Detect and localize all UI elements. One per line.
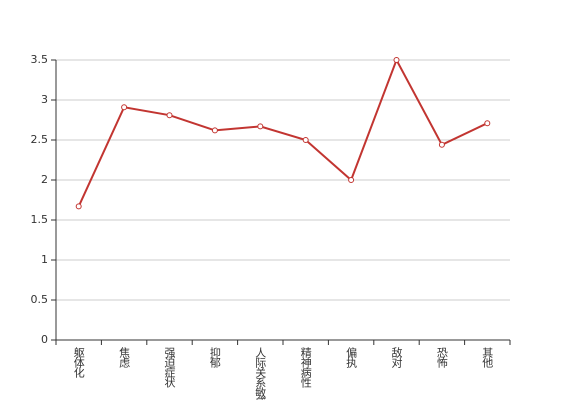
point: [257, 123, 264, 130]
x-tick-label: 焦虑: [118, 347, 131, 368]
point: [302, 137, 309, 143]
x-tick-label: 人际关系敏感: [254, 347, 267, 400]
point: [348, 177, 355, 183]
y-tick-label: 0.5: [31, 293, 49, 306]
y-tick-label: 2: [41, 173, 48, 186]
point: [166, 112, 173, 119]
point: [484, 120, 491, 127]
point: [393, 57, 400, 63]
y-tick-label: 2.5: [31, 133, 49, 146]
x-tick-label: 强迫症状: [163, 347, 176, 388]
x-tick-label: 躯体化: [72, 347, 85, 379]
x-tick-label: 抑郁: [208, 346, 221, 368]
x-tick-label: 恐怖: [435, 347, 448, 368]
point: [211, 127, 218, 134]
x-tick-label: 其他: [481, 347, 494, 368]
point: [438, 141, 445, 148]
line: [77, 57, 488, 207]
x-tick-label: 精神病性: [299, 347, 312, 389]
y-tick-label: 3: [41, 93, 48, 106]
y-tick-label: 0: [41, 333, 48, 346]
y-tick-label: 1.5: [31, 213, 49, 226]
x-tick-label: 偏执: [345, 346, 358, 369]
y-tick-label: 1: [41, 253, 48, 266]
point: [121, 104, 128, 111]
point: [75, 203, 82, 210]
x-tick-label: 敌对: [390, 346, 403, 368]
y-tick-label: 3.5: [31, 53, 49, 66]
